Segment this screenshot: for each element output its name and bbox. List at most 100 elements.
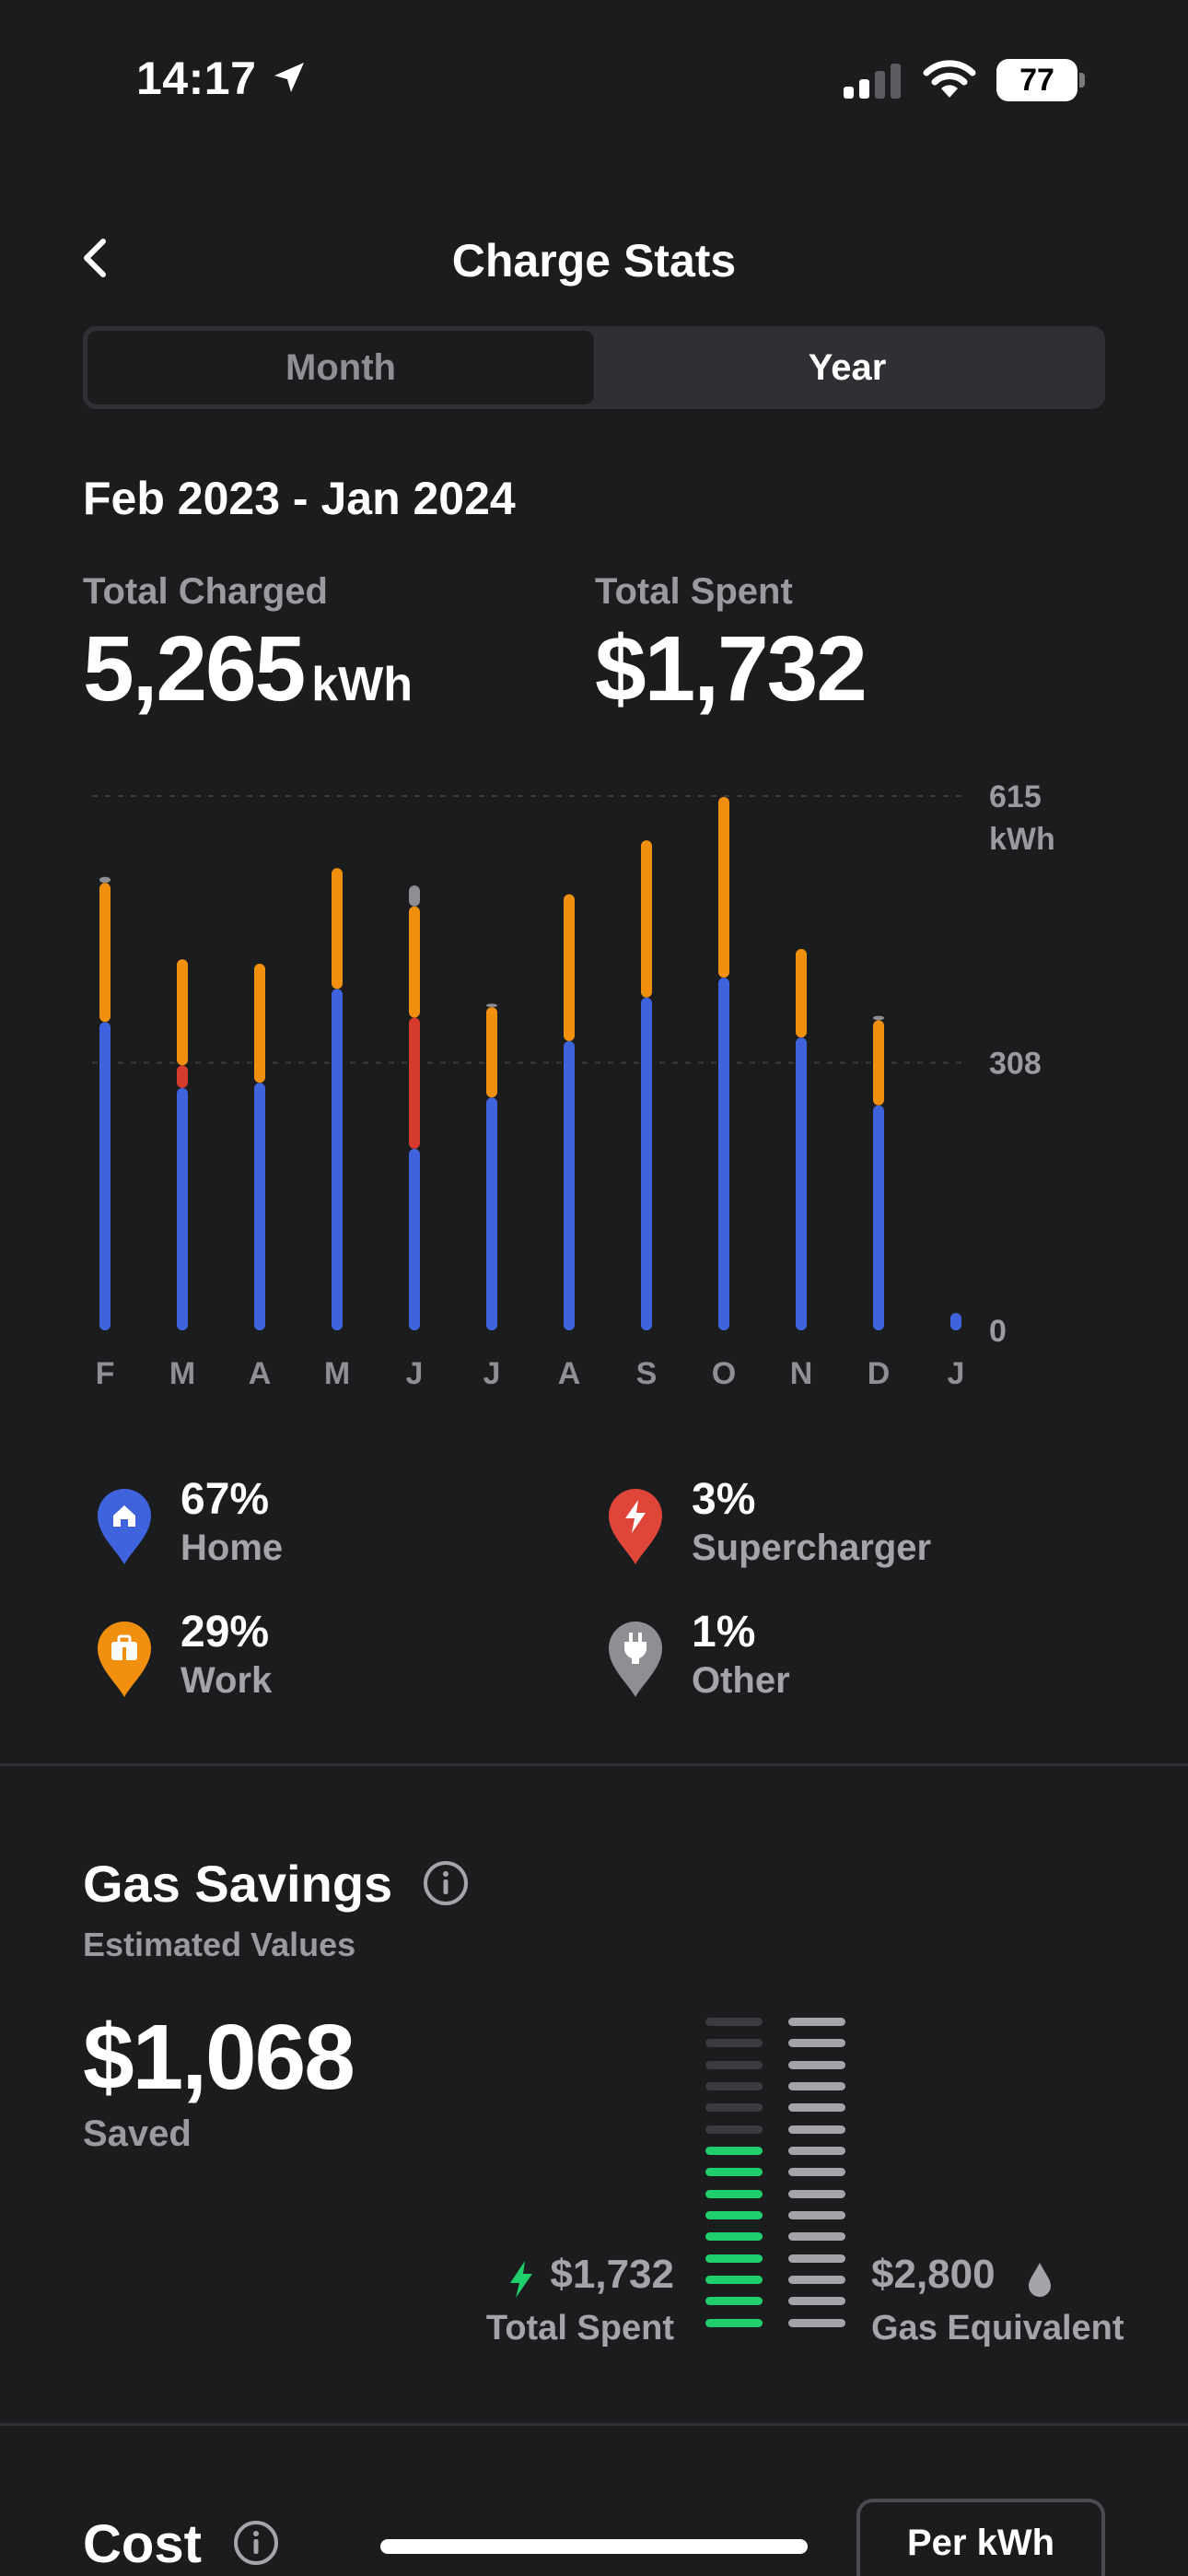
total-spent-value: $1,732 (595, 617, 868, 720)
bar-segment-work (718, 796, 729, 978)
meter-segment (788, 2125, 845, 2134)
status-bar: 14:17 77 (0, 0, 1188, 157)
legend-work-label: Work (181, 1660, 273, 1701)
gas-equivalent-meter (788, 2018, 845, 2340)
legend-supercharger-label: Supercharger (692, 1528, 932, 1568)
bar-segment-work (99, 883, 111, 1023)
bar-segment-home (796, 1037, 807, 1330)
total-charged-value-row: 5,265 kWh (83, 616, 413, 722)
bar-segment-work (409, 906, 420, 1018)
meter-segment (705, 2018, 763, 2026)
total-spent-meter (705, 2018, 763, 2340)
total-spent-label: Total Spent (595, 571, 793, 612)
gas-equivalent-caption: Gas Equivalent (871, 2309, 1124, 2348)
bar-segment-other (873, 1015, 884, 1021)
bar-segment-home (332, 989, 343, 1330)
page-title: Charge Stats (451, 235, 737, 287)
bar-segment-home (950, 1313, 961, 1330)
legend-other-pct: 1% (692, 1608, 756, 1657)
meter-segment (788, 2018, 845, 2026)
bar-segment-home (99, 1022, 111, 1330)
bar-segment-home (177, 1087, 188, 1330)
total-charged-unit: kWh (311, 658, 413, 711)
back-chevron-icon[interactable] (72, 232, 123, 284)
info-icon[interactable] (422, 1859, 470, 1907)
home-indicator (380, 2539, 808, 2554)
battery-cap (1079, 73, 1085, 88)
status-time: 14:17 (136, 53, 257, 104)
fuel-drop-icon (1029, 2263, 1051, 2297)
bar-segment-other (409, 885, 420, 907)
meter-segment (705, 2103, 763, 2113)
meter-segment (788, 2254, 845, 2263)
section-divider (0, 1763, 1188, 1766)
gas-equivalent-amount: $2,800 (871, 2252, 996, 2297)
y-tick-label: 0 (989, 1314, 1007, 1349)
meter-segment (705, 2232, 763, 2242)
x-tick-label: A (249, 1356, 272, 1391)
cellular-signal-icon (844, 64, 901, 99)
meter-segment (705, 2211, 763, 2219)
tab-year[interactable]: Year (808, 347, 887, 388)
battery-icon: 77 (996, 59, 1085, 101)
bar-segment-other (99, 876, 111, 884)
total-charged-value: 5,265 (83, 617, 306, 720)
per-kwh-toggle-button[interactable]: Per kWh (856, 2499, 1105, 2576)
meter-segment (788, 2082, 845, 2090)
bar-segment-home (564, 1040, 575, 1330)
x-tick-label: J (948, 1356, 965, 1391)
charge-chart: 615 kWh 308 0 F M A M J J A S O N D J (92, 779, 1055, 1391)
total-spent-amount: $1,732 (550, 2252, 674, 2297)
total-charged-label: Total Charged (83, 571, 328, 612)
meter-segment (705, 2254, 763, 2263)
bar-segment-work (486, 1007, 497, 1098)
y-tick-label: 308 (989, 1047, 1042, 1082)
meter-segment (788, 2039, 845, 2048)
bar-segment-work (796, 948, 807, 1038)
meter-segment (705, 2318, 763, 2327)
meter-segment (705, 2276, 763, 2284)
nav-bar: Charge Stats (0, 212, 1188, 304)
bolt-icon (510, 2261, 532, 2298)
meter-segment (705, 2125, 763, 2134)
y-tick-unit: kWh (989, 822, 1055, 857)
x-tick-label: J (483, 1356, 501, 1391)
plug-icon (609, 1622, 662, 1697)
bar-segment-home (486, 1097, 497, 1330)
meter-segment (788, 2276, 845, 2284)
meter-segment (788, 2103, 845, 2113)
x-tick-label: A (558, 1356, 581, 1391)
period-segmented-control: Month Year (83, 326, 1105, 409)
meter-segment (705, 2189, 763, 2198)
bar-segment-home (718, 978, 729, 1330)
cost-title: Cost (83, 2514, 202, 2574)
meter-segment (788, 2060, 845, 2069)
meter-segment (788, 2189, 845, 2198)
meter-segment (788, 2232, 845, 2242)
legend-other: 1% Other (594, 1607, 1054, 1717)
info-icon[interactable] (232, 2519, 280, 2567)
bar-segment-supercharger (177, 1065, 188, 1088)
legend-other-label: Other (692, 1660, 790, 1701)
meter-segment (705, 2147, 763, 2155)
meter-segment (788, 2297, 845, 2306)
meter-segment (788, 2211, 845, 2219)
tab-month[interactable]: Month (87, 331, 594, 404)
legend-home: 67% Home (83, 1474, 543, 1585)
bar-segment-work (873, 1020, 884, 1106)
battery-level: 77 (996, 59, 1077, 101)
total-spent-caption: Total Spent (485, 2309, 674, 2348)
bar-segment-work (254, 964, 265, 1083)
gas-saved-amount: $1,068 (83, 2006, 355, 2109)
x-tick-label: S (636, 1356, 658, 1391)
bar-segment-other (486, 1003, 497, 1008)
period-range: Feb 2023 - Jan 2024 (83, 473, 516, 524)
x-tick-label: J (406, 1356, 424, 1391)
legend-supercharger: 3% Supercharger (594, 1474, 1054, 1585)
y-tick-label: 615 (989, 779, 1042, 814)
bar-segment-work (177, 959, 188, 1066)
bar-segment-work (564, 894, 575, 1041)
meter-segment (705, 2297, 763, 2306)
x-tick-label: M (169, 1356, 195, 1391)
gas-saved-label: Saved (83, 2113, 192, 2154)
